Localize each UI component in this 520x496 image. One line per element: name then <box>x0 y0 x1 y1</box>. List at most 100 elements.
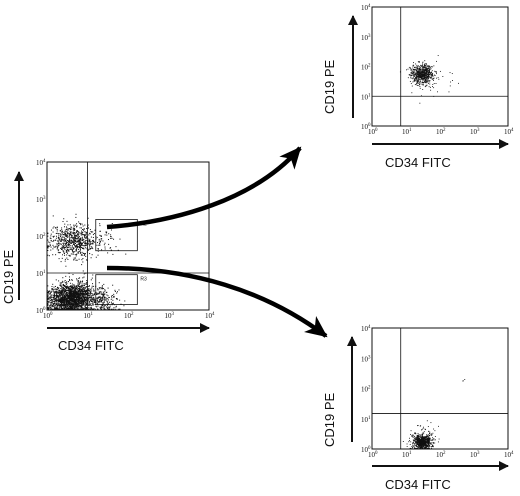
event-dot <box>421 429 423 431</box>
event-dot <box>80 300 82 302</box>
event-dot <box>448 91 450 93</box>
event-dot <box>417 71 419 73</box>
event-dot <box>424 437 426 439</box>
event-dot <box>99 225 101 227</box>
event-dot <box>79 239 81 241</box>
event-dot <box>81 285 83 287</box>
event-dot <box>64 291 65 293</box>
event-dot <box>430 433 432 435</box>
event-dot <box>90 297 92 299</box>
event-dot <box>423 445 425 447</box>
event-dot <box>428 445 430 447</box>
event-dot <box>53 246 55 248</box>
event-dot <box>412 65 414 67</box>
event-dot <box>82 300 84 302</box>
event-dot <box>426 76 428 78</box>
event-dot <box>75 213 77 215</box>
event-dot <box>85 240 87 242</box>
event-dot <box>71 234 73 236</box>
event-dot <box>68 295 70 297</box>
event-dot <box>449 72 451 74</box>
event-dot <box>67 307 69 309</box>
event-dot <box>420 64 421 66</box>
event-dot <box>419 439 421 441</box>
event-dot <box>417 425 418 427</box>
event-dot <box>58 298 60 300</box>
event-dot <box>92 303 94 305</box>
event-dot <box>421 446 423 448</box>
event-dot <box>81 307 83 309</box>
event-dot <box>98 302 100 304</box>
event-dot <box>88 232 90 234</box>
event-dot <box>78 294 80 296</box>
event-dot <box>59 229 61 231</box>
event-dot <box>74 301 76 303</box>
event-dot <box>61 229 63 231</box>
event-dot <box>61 231 63 233</box>
event-dot <box>417 69 419 71</box>
event-dot <box>90 289 92 291</box>
event-dot <box>97 250 99 252</box>
event-dot <box>63 290 65 292</box>
event-dot <box>74 307 76 309</box>
event-dot <box>85 231 87 233</box>
event-dot <box>450 81 452 83</box>
event-dot <box>63 248 65 250</box>
event-dot <box>82 239 84 240</box>
event-dot <box>103 293 105 295</box>
event-dot <box>81 298 83 300</box>
event-dot <box>63 251 65 253</box>
event-dot <box>425 75 427 77</box>
event-dot <box>91 300 93 302</box>
event-dot <box>413 436 415 438</box>
event-dot <box>48 308 50 310</box>
event-dot <box>57 286 59 288</box>
event-dot <box>92 236 94 238</box>
event-dot <box>433 442 434 443</box>
event-dot <box>426 71 428 73</box>
event-dot <box>70 298 72 300</box>
event-dot <box>420 434 422 436</box>
event-dot <box>80 298 82 300</box>
event-dot <box>91 303 93 305</box>
event-dot <box>74 288 76 290</box>
event-dot <box>425 445 427 447</box>
event-dot <box>80 289 82 291</box>
event-dot <box>60 288 62 290</box>
event-dot <box>414 78 416 80</box>
event-dot <box>77 305 79 307</box>
event-dot <box>94 300 96 302</box>
event-dot <box>420 444 422 446</box>
event-dot <box>72 240 74 242</box>
event-dot <box>429 431 431 433</box>
event-dot <box>75 216 77 218</box>
event-dot <box>80 245 82 247</box>
event-dot <box>99 230 101 232</box>
event-dot <box>425 72 427 74</box>
event-dot <box>76 291 78 293</box>
event-dot <box>52 231 54 233</box>
event-dot <box>433 83 435 84</box>
event-dot <box>74 291 76 293</box>
event-dot <box>97 248 99 250</box>
event-dot <box>67 303 69 305</box>
event-dot <box>51 305 53 307</box>
event-dot <box>99 287 101 289</box>
event-dot <box>50 306 52 308</box>
event-dot <box>65 238 67 240</box>
event-dot <box>429 86 431 88</box>
event-dot <box>420 77 422 79</box>
event-dot <box>423 437 425 439</box>
event-dot <box>72 298 74 300</box>
event-dot <box>69 303 71 305</box>
event-dot <box>431 439 433 441</box>
event-dot <box>83 297 85 299</box>
event-dot <box>75 255 77 257</box>
event-dot <box>67 245 69 247</box>
event-dot <box>80 242 82 244</box>
event-dot <box>50 307 52 309</box>
event-dot <box>79 305 81 307</box>
event-dot <box>427 76 429 78</box>
event-dot <box>425 81 427 83</box>
event-dot <box>82 280 84 282</box>
